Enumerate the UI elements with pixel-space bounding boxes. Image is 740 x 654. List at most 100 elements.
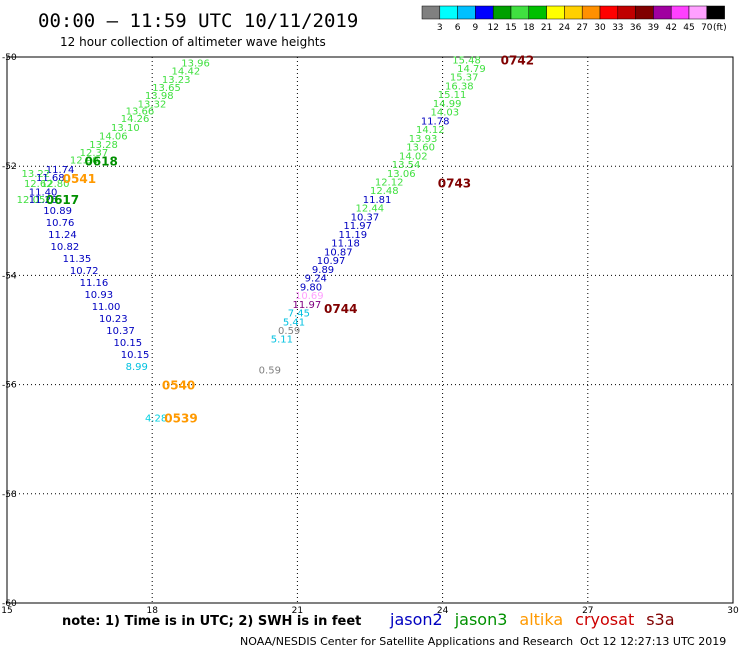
wave-height-value: 12.90 — [70, 156, 99, 167]
color-scale-swatch — [599, 5, 619, 20]
wave-height-value: 8.99 — [126, 362, 148, 373]
color-scale-swatch — [706, 5, 725, 20]
pass-time-label: 0541 — [63, 172, 96, 186]
color-scale-bar: 3 6 9 12 15 18 21 24 27 30 33 36 39 42 45 70 (ft) — [421, 5, 727, 33]
legend-entry-cryosat: cryosat — [575, 610, 634, 629]
legend-entry-altika: altika — [519, 610, 563, 629]
grid-lines — [7, 57, 733, 603]
wave-height-value: 10.37 — [106, 326, 135, 337]
legend-entry-jason3: jason3 — [454, 610, 508, 629]
wave-height-value: 13.06 — [387, 169, 416, 180]
wave-height-value: 15.37 — [450, 73, 479, 84]
color-scale-label: 15 — [505, 23, 516, 33]
x-tick-label: 21 — [292, 606, 303, 616]
wave-height-value: 7.45 — [288, 309, 310, 320]
wave-height-value: 11.40 — [29, 187, 58, 198]
color-scale-label: 21 — [541, 23, 552, 33]
wave-height-value: 9.80 — [300, 282, 322, 293]
color-scale-swatch — [546, 5, 565, 20]
wave-height-value: 10.82 — [51, 242, 80, 253]
wave-height-value: 13.66 — [126, 107, 155, 118]
color-scale-label: 6 — [455, 23, 461, 33]
wave-height-value: 11.97 — [343, 221, 372, 232]
wave-height-value: 13.60 — [406, 143, 435, 154]
color-scale-label: 70 — [701, 23, 713, 33]
color-scale-swatch — [475, 5, 494, 20]
wave-height-value: 13.10 — [111, 123, 140, 134]
pass-time-label: 0617 — [46, 193, 79, 207]
legend-entry-jason2: jason2 — [389, 610, 443, 629]
color-scale-label: 3 — [437, 23, 443, 33]
wave-height-value: 12.44 — [355, 204, 384, 215]
wave-height-value: 11.35 — [63, 254, 92, 265]
pass-time-label: 0743 — [438, 177, 471, 191]
wave-height-value: 12.37 — [80, 148, 109, 159]
y-tick-label: -50 — [2, 53, 17, 63]
wave-height-value: 12.62 — [24, 179, 53, 190]
wave-height-value: 13.93 — [409, 134, 438, 145]
wave-height-value: 0.59 — [278, 326, 300, 337]
wave-height-value: 9.89 — [312, 265, 334, 276]
color-scale-swatch — [653, 5, 672, 20]
wave-height-value: 14.02 — [399, 151, 428, 162]
wave-height-value: 11.00 — [92, 302, 121, 313]
wave-height-value: 12.05 — [17, 195, 46, 206]
legend-entry-s3a: s3a — [646, 610, 674, 629]
footer-credit: NOAA/NESDIS Center for Satellite Applica… — [240, 635, 573, 648]
color-scale-label: 12 — [487, 23, 498, 33]
color-scale-swatch — [617, 5, 636, 20]
color-scale-swatch — [564, 5, 583, 20]
color-scale-swatch — [528, 5, 547, 20]
wave-height-value: 10.37 — [351, 212, 380, 223]
color-scale-swatch — [670, 5, 690, 20]
color-scale-swatch — [688, 5, 708, 20]
wave-height-value: 11.97 — [293, 300, 322, 311]
wave-height-value: 14.12 — [416, 125, 445, 136]
wave-height-value: 11.74 — [46, 165, 75, 176]
wave-height-value: 14.42 — [172, 67, 201, 78]
page-title: 00:00 – 11:59 UTC 10/11/2019 — [38, 10, 358, 32]
wave-height-value: 10.76 — [46, 218, 75, 229]
wave-height-value: 15.11 — [438, 90, 467, 101]
wave-height-value: 11.24 — [48, 230, 77, 241]
wave-height-value: 10.69 — [295, 291, 324, 302]
wave-height-value: 11.19 — [339, 230, 368, 241]
wave-height-value: 13.23 — [162, 75, 191, 86]
wave-height-values: 13.9614.4213.2313.6513.9813.3213.6614.26… — [17, 56, 486, 425]
wave-height-value: 14.06 — [99, 132, 128, 143]
wave-height-value: 12.80 — [41, 179, 70, 190]
color-scale-label: 9 — [473, 23, 479, 33]
wave-height-value: 13.98 — [145, 91, 174, 102]
wave-height-value: 13.22 — [22, 169, 51, 180]
pass-time-label: 0742 — [501, 54, 534, 68]
y-tick-labels: -50 -52 -54 -56 -58 -60 — [2, 53, 17, 609]
color-scale-swatch — [421, 5, 441, 20]
color-scale-label: 39 — [648, 23, 660, 33]
color-scale-swatch — [457, 5, 476, 20]
wave-height-value: 9.24 — [305, 274, 327, 285]
color-scale-swatch — [492, 5, 512, 20]
wave-height-value: 11.16 — [80, 278, 109, 289]
wave-height-value: 10.72 — [70, 266, 99, 277]
wave-height-value: 14.79 — [457, 64, 486, 75]
y-tick-label: -60 — [2, 599, 17, 609]
color-scale-label: 42 — [665, 23, 676, 33]
color-scale-label: 30 — [594, 23, 606, 33]
pass-time-label: 0744 — [324, 302, 357, 316]
wave-height-value: 13.28 — [89, 140, 118, 151]
x-tick-label: 15 — [1, 606, 12, 616]
wave-height-value: 13.32 — [138, 99, 167, 110]
page-subtitle: 12 hour collection of altimeter wave hei… — [60, 35, 326, 49]
y-tick-label: -52 — [2, 162, 17, 172]
color-scale-label: 33 — [612, 23, 623, 33]
wave-height-value: 11.18 — [331, 239, 360, 250]
pass-time-label: 0539 — [164, 411, 197, 425]
color-scale-unit: (ft) — [713, 23, 727, 33]
wave-height-value: 13.65 — [152, 83, 181, 94]
wave-height-value: 11.68 — [36, 173, 65, 184]
pass-time-labels: 0618 0541 0617 0540 0539 0742 0743 0744 — [46, 54, 534, 426]
wave-height-value: 13.54 — [392, 160, 421, 171]
wave-height-value: 10.89 — [43, 206, 72, 217]
